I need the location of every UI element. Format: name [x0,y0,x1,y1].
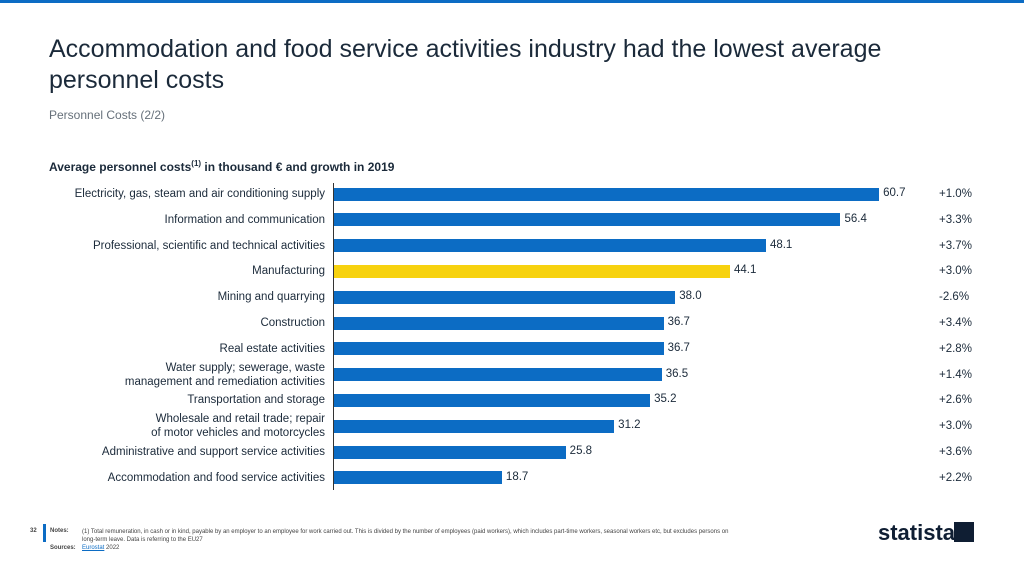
growth-label: +3.6% [939,446,972,458]
logo-icon [954,522,974,542]
title: Accommodation and food service activitie… [49,35,882,94]
bar [334,471,502,485]
category-label: Water supply; sewerage, waste management… [124,361,325,388]
category-label: Real estate activities [219,342,325,355]
value-label: 36.7 [667,316,690,328]
value-label: 44.1 [734,264,757,277]
value-label: 25.8 [569,445,593,457]
page-marker [43,524,46,542]
category-label: Accommodation and food service activitie… [107,471,325,484]
growth-label: +2.6% [939,394,972,407]
growth-label: +1.4% [939,368,972,381]
growth-label: +2.2% [939,471,972,484]
source-link[interactable]: Eurostat [82,545,105,551]
growth-label: +2.8% [939,342,972,355]
bar [334,419,615,433]
value-label: 35.2 [654,393,677,406]
page-number: 32 [30,528,37,534]
value-label: 36.5 [665,367,689,380]
bar [334,316,664,330]
bar [334,445,566,459]
category-label: Construction [260,317,325,329]
chart-title: Average personnel costs(1) in thousand €… [49,159,394,174]
value-label: 38.0 [679,290,702,303]
category-label: Information and communication [164,213,325,226]
growth-label: +3.7% [939,239,972,252]
growth-label: +3.0% [939,265,972,278]
value-label: 48.1 [769,238,793,251]
notes-label: Notes: [50,528,69,534]
notes: (1) Total remuneration, in cash or in ki… [82,529,729,543]
subtitle: Personnel Costs (2/2) [49,108,166,122]
bar [334,290,676,304]
sources-label: Sources: [50,545,76,551]
growth-label: +3.3% [939,213,972,226]
category-label: Manufacturing [252,265,325,278]
bar [334,368,662,382]
value-label: 18.7 [505,470,529,483]
bar [334,239,766,253]
top-rule [0,0,1024,3]
bar [334,342,664,356]
logo: statista [878,520,956,545]
axis-line [333,183,334,490]
category-label: Transportation and storage [187,394,325,407]
value-label: 31.2 [618,419,641,432]
category-label: Administrative and support service activ… [101,446,325,458]
chart-title-rest: in thousand € and growth in 2019 [201,160,395,174]
value-label: 36.7 [667,341,690,354]
growth-label: +3.4% [939,317,972,329]
category-label: Electricity, gas, steam and air conditio… [74,188,325,200]
bar [334,213,841,227]
value-label: 60.7 [883,187,906,199]
chart-title-note: (1) [191,159,202,168]
sources: Eurostat 2022 [82,545,119,551]
growth-label: +3.0% [939,420,972,433]
bar [334,393,651,407]
growth-label: -2.6% [939,291,970,304]
chart-title-text: Average personnel costs [49,160,192,174]
growth-label: +1.0% [939,188,972,200]
bar [334,264,731,278]
value-label: 56.4 [844,212,867,225]
bar [334,187,880,201]
category-label: Mining and quarrying [217,291,325,304]
source-year: 2022 [106,545,120,551]
category-label: Professional, scientific and technical a… [92,239,325,252]
category-label: Wholesale and retail trade; repair of mo… [151,413,325,440]
